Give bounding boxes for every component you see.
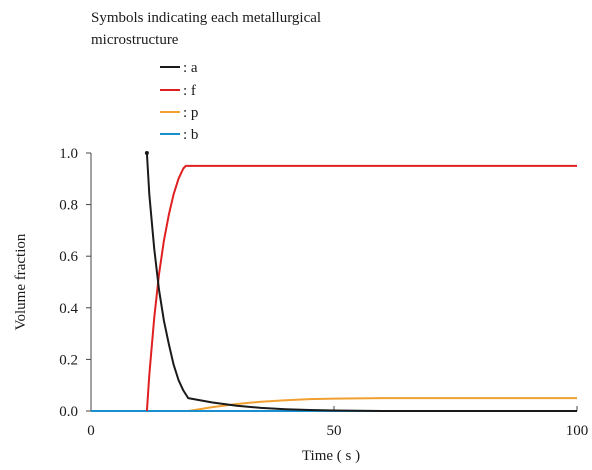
x-tick-label: 0 [87, 423, 95, 439]
legend-entry-p: : p [160, 105, 198, 121]
y-tick-label: 0.4 [59, 301, 78, 317]
legend-title-line-2: microstructure [91, 32, 179, 48]
series-line-f [145, 164, 577, 412]
legend-title-line-1: Symbols indicating each metallurgical [91, 10, 321, 26]
y-tick-label: 0.2 [59, 352, 78, 368]
legend-label-a: : a [183, 60, 198, 76]
legend-label-p: : p [183, 105, 198, 121]
legend: : a : f : p : b [160, 60, 198, 143]
y-tick-label: 0.0 [59, 404, 78, 420]
y-axis-title: Volume fraction [13, 233, 29, 330]
x-axis-title: Time ( s ) [302, 448, 360, 464]
y-tick-label: 0.6 [59, 249, 78, 265]
x-tick-label: 100 [566, 423, 589, 439]
x-axis-ticks: 0 50 100 [87, 406, 588, 439]
legend-label-b: : b [183, 127, 198, 143]
series-line-p [91, 397, 577, 412]
series-layer [91, 151, 577, 412]
y-tick-label: 0.8 [59, 198, 78, 214]
legend-entry-f: : f [160, 83, 196, 99]
legend-label-f: : f [183, 83, 196, 99]
legend-entry-a: : a [160, 60, 198, 76]
y-axis-ticks: 0.0 0.2 0.4 0.6 0.8 1.0 [59, 146, 91, 420]
series-line-a [145, 152, 577, 412]
legend-entry-b: : b [160, 127, 198, 143]
y-tick-label: 1.0 [59, 146, 78, 162]
x-tick-label: 50 [327, 423, 342, 439]
series-start-point-a [144, 151, 149, 155]
